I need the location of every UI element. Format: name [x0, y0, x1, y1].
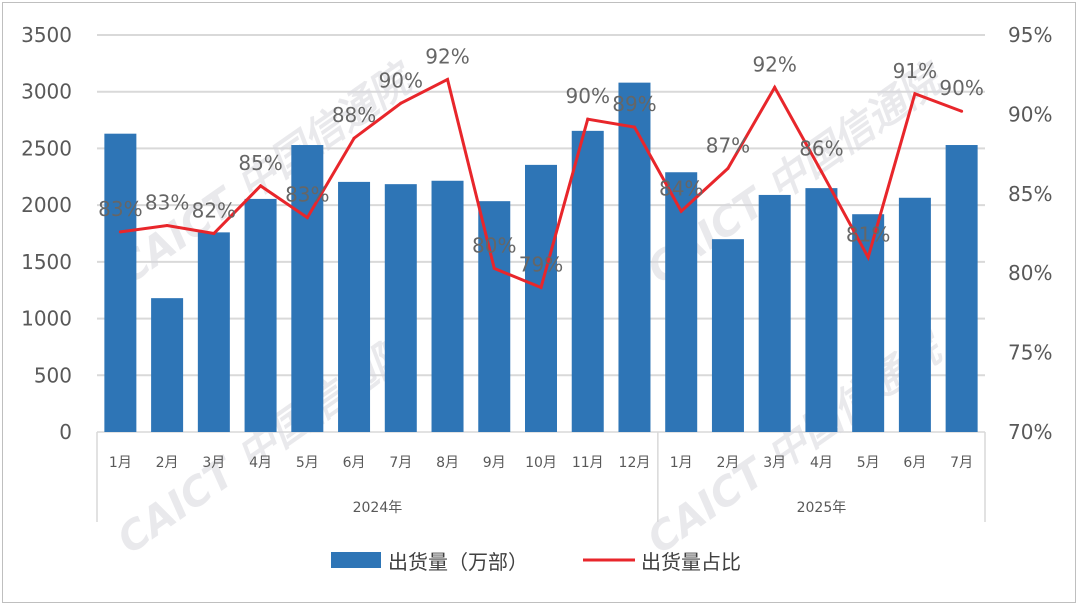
y-right-tick-label: 90%: [1008, 102, 1052, 126]
share-point: [866, 255, 870, 259]
y-right-tick-label: 85%: [1008, 182, 1052, 206]
share-point: [259, 184, 263, 188]
bar: [618, 82, 651, 432]
y-left-tick-label: 3000: [21, 80, 72, 104]
x-tick-label: 12月: [619, 455, 651, 471]
data-label: 85%: [238, 151, 282, 175]
data-label: 88%: [332, 103, 376, 127]
y-right-tick-label: 80%: [1008, 261, 1052, 285]
x-tick-label: 8月: [436, 455, 459, 471]
bar: [852, 214, 885, 432]
data-label: 80%: [472, 233, 516, 257]
bar: [711, 239, 744, 432]
bar: [431, 180, 464, 432]
data-label: 82%: [192, 199, 236, 223]
y-right-tick-label: 70%: [1008, 420, 1052, 444]
bar: [151, 298, 184, 432]
x-tick-label: 6月: [343, 455, 366, 471]
share-point: [773, 85, 777, 89]
data-label: 84%: [659, 176, 703, 200]
bar: [571, 130, 604, 432]
data-label: 89%: [612, 92, 656, 116]
bar: [478, 201, 511, 432]
share-point: [118, 230, 122, 234]
bar: [338, 181, 371, 432]
share-point: [352, 136, 356, 140]
y-left-tick-label: 2000: [21, 193, 72, 217]
share-point: [492, 266, 496, 270]
x-tick-label: 11月: [572, 455, 604, 471]
data-label: 83%: [98, 197, 142, 221]
x-tick-label: 4月: [249, 455, 272, 471]
x-tick-label: 3月: [763, 455, 786, 471]
share-point: [679, 209, 683, 213]
bar: [945, 145, 978, 433]
x-tick-label: 9月: [483, 455, 506, 471]
x-tick-label: 1月: [670, 455, 693, 471]
y-left-tick-label: 0: [59, 420, 72, 444]
data-label: 87%: [706, 133, 750, 157]
bar: [104, 133, 137, 432]
share-point: [632, 125, 636, 129]
share-point: [212, 232, 216, 235]
data-label: 83%: [285, 183, 329, 207]
x-tick-label: 10月: [525, 455, 557, 471]
x-tick-label: 1月: [109, 455, 132, 471]
y-left-tick-label: 3500: [21, 23, 72, 47]
y-right-tick-label: 75%: [1008, 341, 1052, 365]
bar: [898, 197, 931, 432]
data-label: 90%: [379, 68, 423, 92]
data-label: 92%: [425, 44, 469, 68]
data-label: 90%: [939, 76, 983, 100]
legend-bar-label: 出货量（万部）: [388, 550, 528, 574]
share-point: [165, 224, 169, 228]
data-label: 92%: [752, 52, 796, 76]
data-label: 91%: [893, 59, 937, 83]
y-left-tick-label: 500: [34, 363, 72, 387]
y-left-tick-label: 1000: [21, 307, 72, 331]
bar: [665, 172, 698, 432]
share-point: [399, 101, 403, 105]
share-point: [305, 216, 309, 220]
x-tick-label: 5月: [857, 455, 880, 471]
y-right-tick-label: 95%: [1008, 23, 1052, 47]
data-label: 83%: [145, 191, 189, 215]
share-point: [539, 285, 543, 289]
bar: [805, 188, 838, 432]
x-tick-label: 7月: [389, 455, 412, 471]
x-tick-label: 2月: [156, 455, 179, 471]
data-label: 79%: [519, 252, 563, 276]
x-tick-label: 4月: [810, 455, 833, 471]
x-tick-label: 6月: [903, 455, 926, 471]
x-tick-label: 3月: [202, 455, 225, 471]
x-group-label: 2024年: [353, 500, 403, 516]
legend-bar-swatch: [331, 552, 381, 568]
share-point: [819, 170, 823, 174]
bar: [291, 145, 324, 433]
share-point: [913, 92, 917, 96]
y-left-tick-label: 1500: [21, 250, 72, 274]
y-left-tick-label: 2500: [21, 136, 72, 160]
x-tick-label: 5月: [296, 455, 319, 471]
share-point: [726, 166, 730, 170]
share-point: [586, 117, 590, 121]
data-label: 86%: [799, 137, 843, 161]
data-label: 81%: [846, 222, 890, 246]
bar: [197, 232, 230, 432]
legend-line-label: 出货量占比: [641, 550, 741, 574]
data-label: 90%: [566, 84, 610, 108]
share-point: [446, 77, 450, 81]
x-group-label: 2025年: [797, 500, 847, 516]
share-point: [960, 109, 964, 113]
bar: [525, 164, 557, 432]
bar: [244, 198, 277, 432]
bar: [758, 194, 791, 432]
x-tick-label: 7月: [950, 455, 973, 471]
x-tick-label: 2月: [716, 455, 739, 471]
bar: [384, 184, 417, 432]
